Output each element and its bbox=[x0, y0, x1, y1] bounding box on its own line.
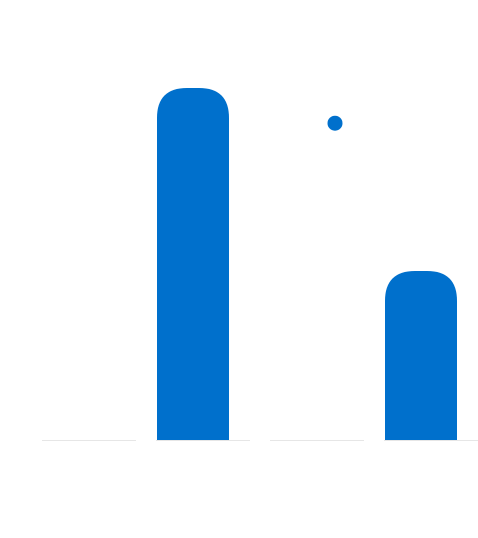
point bbox=[327, 115, 343, 131]
bar bbox=[157, 88, 229, 440]
bar bbox=[385, 271, 457, 440]
